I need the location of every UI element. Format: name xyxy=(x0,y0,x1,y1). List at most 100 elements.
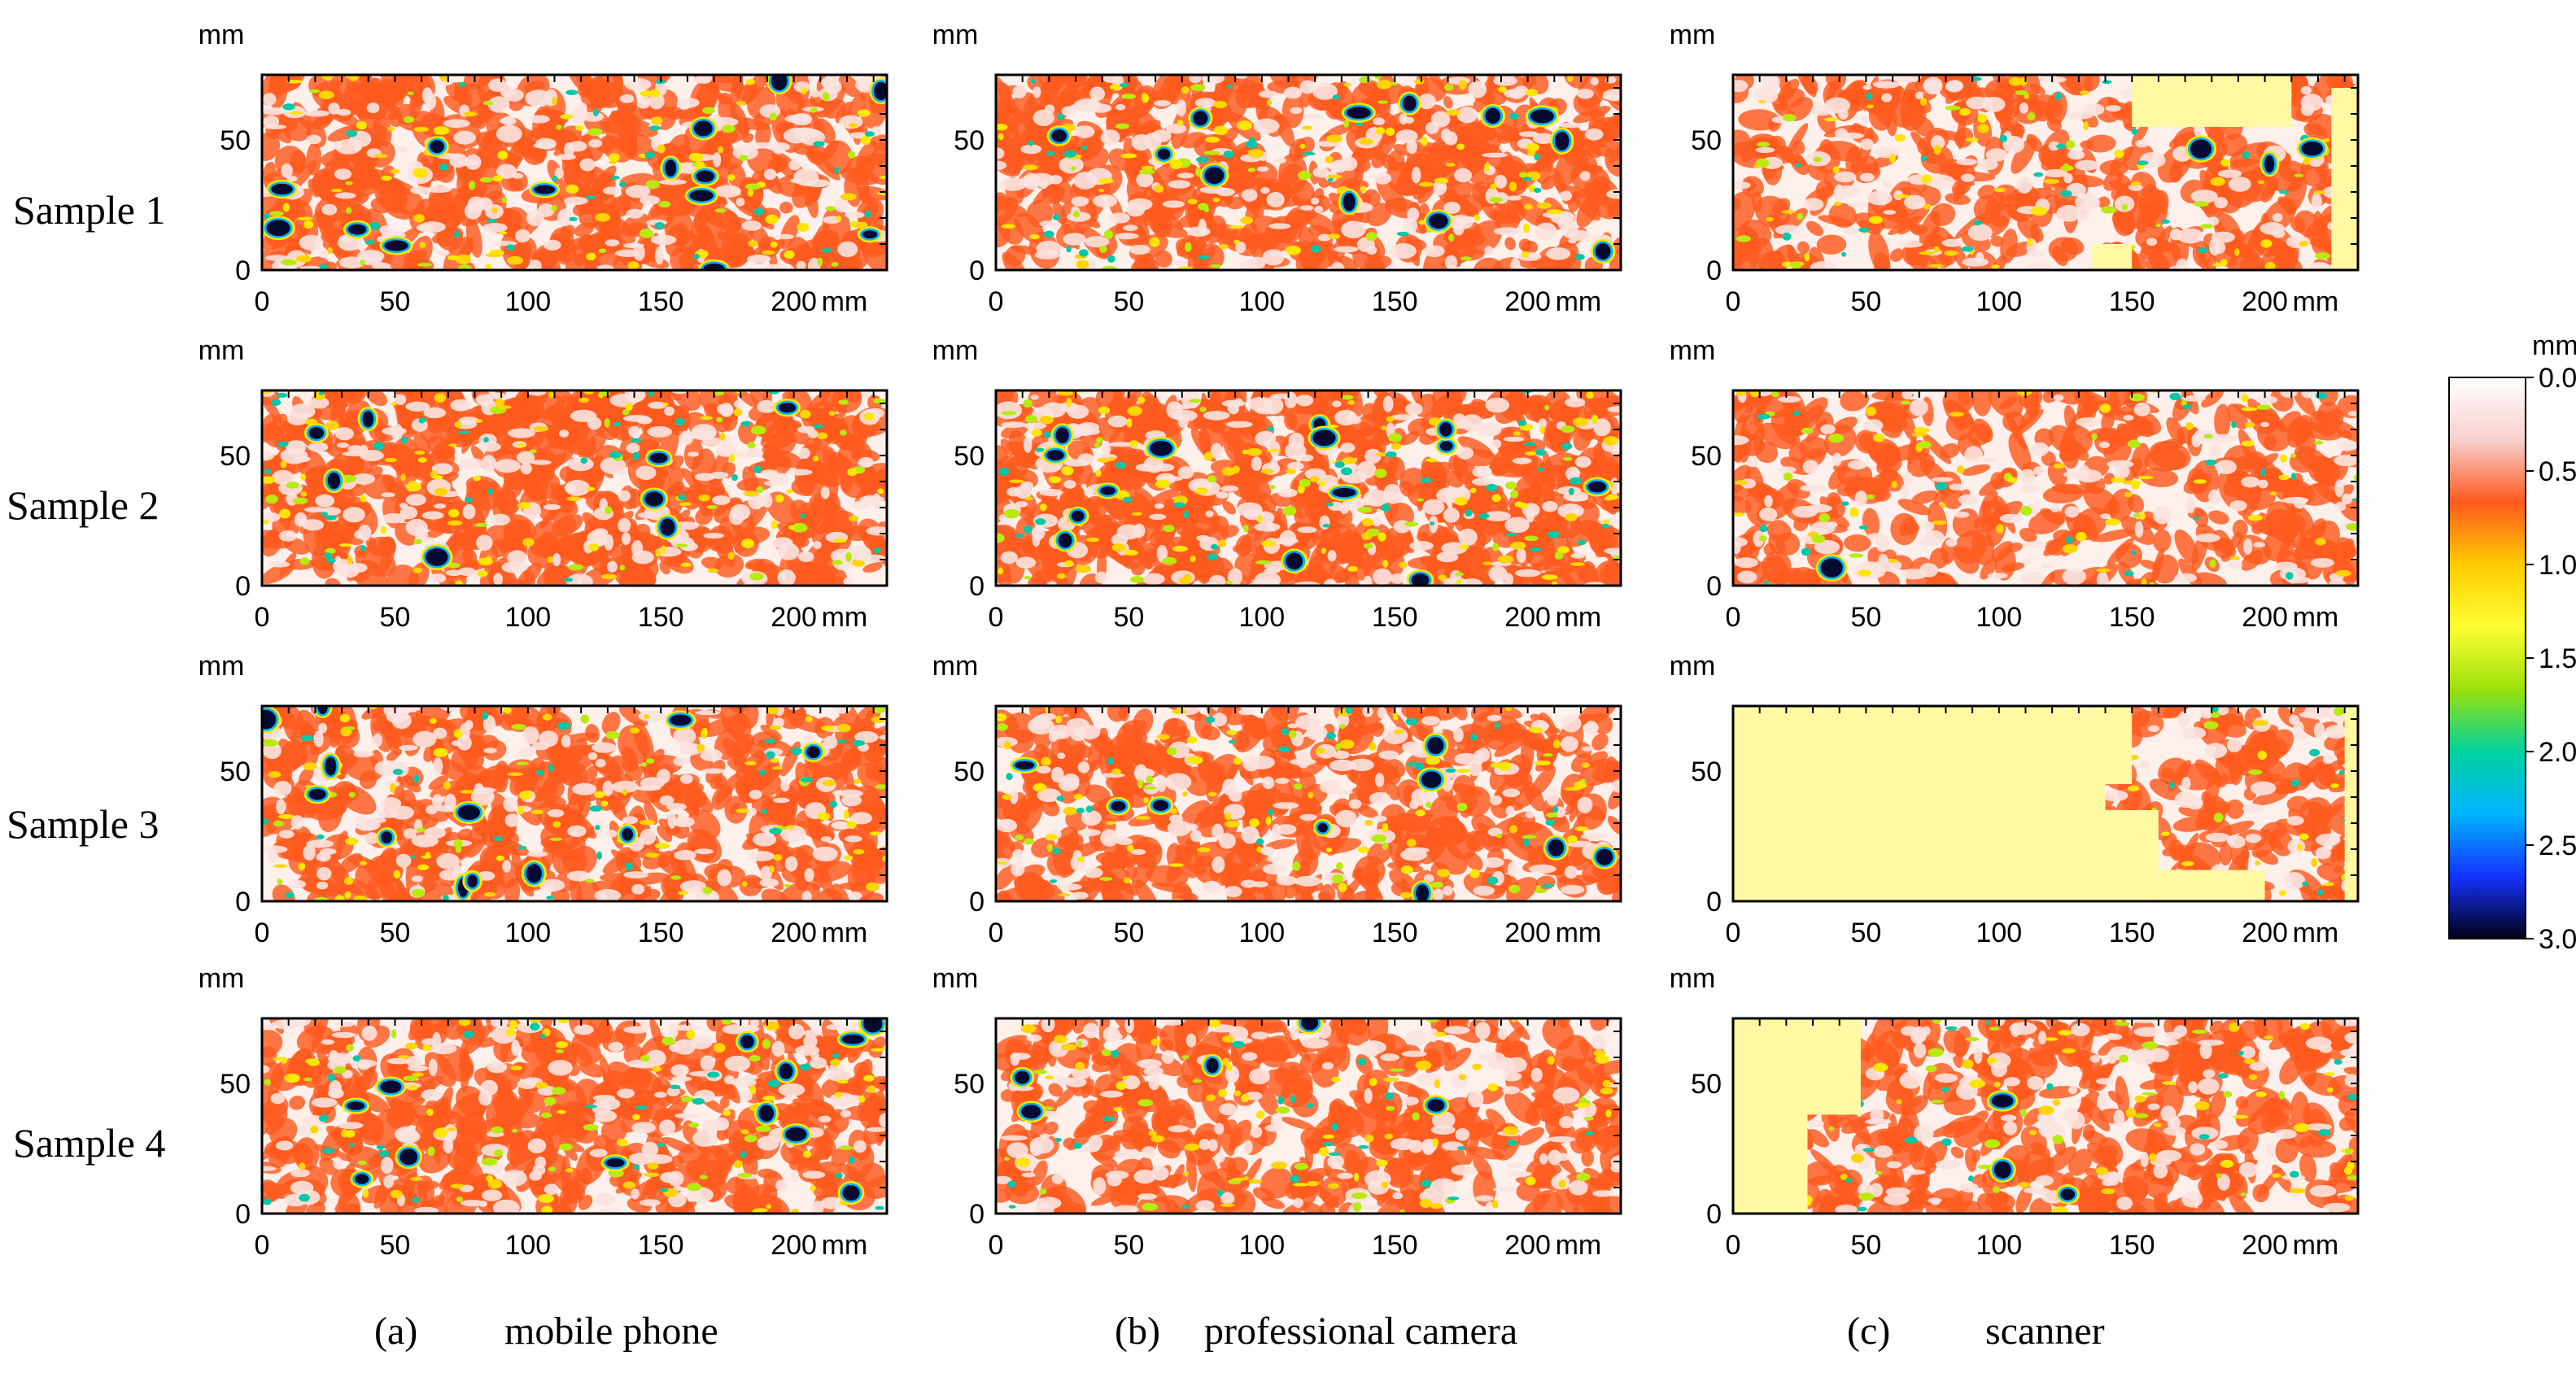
shallow-blob xyxy=(2190,190,2218,203)
medium-depth-spot xyxy=(407,91,414,95)
depth-blob xyxy=(1353,479,1370,496)
shallow-blob xyxy=(425,93,437,111)
depth-blob xyxy=(1828,203,1858,229)
medium-depth-spot xyxy=(1455,572,1464,577)
shallow-blob xyxy=(306,134,321,145)
medium-depth-spot xyxy=(1386,416,1395,422)
medium-depth-spot xyxy=(485,253,500,258)
medium-depth-spot xyxy=(2299,241,2309,246)
shallow-blob xyxy=(799,447,810,459)
medium-depth-spot xyxy=(463,111,478,117)
medium-depth-spot xyxy=(1096,437,1103,443)
medium-depth-spot xyxy=(414,451,426,455)
depth-blob xyxy=(1239,477,1261,503)
depth-blob xyxy=(732,242,745,260)
shallow-blob xyxy=(1493,76,1517,86)
shallow-blob xyxy=(733,399,744,408)
medium-depth-spot xyxy=(1321,547,1326,554)
medium-depth-spot xyxy=(1213,100,1228,109)
deep-spot xyxy=(1198,255,1210,259)
shallow-blob xyxy=(359,444,369,456)
medium-depth-spot xyxy=(1426,458,1438,463)
deep-spot xyxy=(1523,177,1532,181)
deep-pit xyxy=(1100,486,1116,495)
depth-blob xyxy=(1733,464,1751,495)
shallow-blob xyxy=(464,203,482,220)
deep-spot xyxy=(1478,512,1490,520)
shallow-blob xyxy=(1565,397,1586,408)
medium-depth-spot xyxy=(2220,259,2228,266)
shallow-blob xyxy=(1874,146,1900,159)
medium-depth-spot xyxy=(1298,170,1312,181)
depth-blob xyxy=(1376,177,1408,213)
depth-blob xyxy=(2048,237,2079,262)
medium-depth-spot xyxy=(748,240,758,247)
depth-blob xyxy=(1801,75,1818,95)
medium-depth-spot xyxy=(707,568,718,573)
shallow-blob xyxy=(535,137,557,150)
shallow-blob xyxy=(328,102,340,115)
shallow-blob xyxy=(1297,526,1317,534)
shallow-blob xyxy=(2176,259,2188,270)
medium-depth-spot xyxy=(1923,203,1932,210)
medium-depth-spot xyxy=(1154,185,1164,194)
depth-blob xyxy=(1041,75,1074,114)
medium-depth-spot xyxy=(1536,202,1552,209)
depth-blob xyxy=(1595,560,1621,586)
depth-blob xyxy=(1741,176,1764,198)
medium-depth-spot xyxy=(1525,451,1538,455)
medium-depth-spot xyxy=(595,212,610,222)
shallow-blob xyxy=(1867,190,1893,206)
depth-blob xyxy=(836,415,868,451)
depth-blob xyxy=(727,163,746,190)
medium-depth-spot xyxy=(797,222,810,232)
deep-spot xyxy=(864,131,875,137)
shallow-blob xyxy=(1775,224,1801,236)
shallow-blob xyxy=(1039,220,1059,228)
medium-depth-spot xyxy=(1210,264,1222,268)
shallow-blob xyxy=(1911,202,1927,208)
shallow-blob xyxy=(1312,83,1338,100)
shallow-blob xyxy=(767,473,790,482)
shallow-blob xyxy=(262,512,281,522)
depth-blob xyxy=(2101,411,2115,432)
shallow-blob xyxy=(796,260,806,270)
deep-pit xyxy=(266,220,290,237)
medium-depth-spot xyxy=(1327,174,1342,179)
medium-depth-spot xyxy=(645,180,660,190)
depth-blob xyxy=(705,75,745,93)
shallow-blob xyxy=(1881,93,1893,102)
depth-blob xyxy=(1443,96,1453,109)
medium-depth-spot xyxy=(412,168,428,178)
depth-blob xyxy=(1426,137,1465,164)
deep-spot xyxy=(565,89,579,95)
shallow-blob xyxy=(485,392,507,399)
depth-blob xyxy=(1830,416,1858,435)
shallow-blob xyxy=(1395,129,1418,143)
deep-pit xyxy=(430,140,444,154)
medium-depth-spot xyxy=(1302,125,1313,130)
depth-blob xyxy=(2127,409,2162,435)
shallow-blob xyxy=(837,241,858,258)
deep-pit xyxy=(534,185,556,194)
shallow-blob xyxy=(416,224,434,232)
medium-depth-spot xyxy=(745,78,756,85)
shallow-blob xyxy=(2067,150,2085,160)
medium-depth-spot xyxy=(292,497,308,504)
medium-depth-spot xyxy=(1990,264,2000,269)
shallow-blob xyxy=(1422,499,1445,516)
shallow-blob xyxy=(1967,224,1993,242)
depth-blob xyxy=(1774,424,1801,446)
medium-depth-spot xyxy=(716,416,723,423)
depth-blob xyxy=(2000,229,2018,264)
shallow-blob xyxy=(1166,401,1183,419)
shallow-blob xyxy=(527,390,547,396)
heatmap-area xyxy=(996,75,1621,270)
medium-depth-spot xyxy=(1541,574,1558,580)
medium-depth-spot xyxy=(838,399,849,405)
shallow-blob xyxy=(526,210,544,226)
depth-blob xyxy=(1105,447,1135,476)
deep-spot xyxy=(1973,220,1983,226)
depth-blob xyxy=(2083,486,2120,517)
shallow-blob xyxy=(1859,172,1875,182)
